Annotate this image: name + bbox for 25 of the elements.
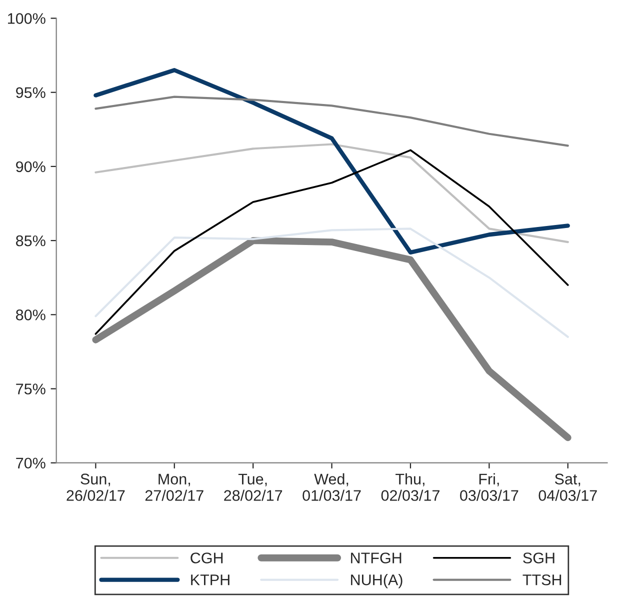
legend-label: NUH(A) <box>351 574 402 588</box>
line-series <box>94 96 569 147</box>
x-tick-label: Tue, 28/02/17 <box>224 474 282 501</box>
x-tick-label: Fri, 03/03/17 <box>460 473 518 501</box>
line-series <box>94 68 570 254</box>
legend-label: KTPH <box>191 574 230 586</box>
y-tick-label: 80% <box>16 310 46 320</box>
x-tick-label: Sat, 04/03/17 <box>538 474 597 501</box>
y-tick-label: 70% <box>16 458 46 469</box>
y-tick-label: 85% <box>16 235 46 246</box>
y-tick-label: 90% <box>16 161 46 172</box>
x-tick-label: Mon, 27/02/17 <box>145 474 204 501</box>
y-tick-label: 95% <box>16 87 46 98</box>
legend-label: CGH <box>190 552 223 564</box>
line-series <box>94 228 569 338</box>
x-tick-label: Thu, 02/03/17 <box>381 473 440 501</box>
line-series <box>94 149 569 335</box>
x-tick-label: Wed, 01/03/17 <box>302 473 361 501</box>
y-tick-label: 100% <box>8 13 46 24</box>
x-tick-label: Sun, 26/02/17 <box>66 474 125 501</box>
legend-label: SGH <box>523 552 554 564</box>
legend-label: TTSH <box>522 574 562 586</box>
line-series <box>94 143 569 244</box>
y-tick-label: 75% <box>16 384 46 394</box>
legend-label: NTFGH <box>351 552 402 564</box>
